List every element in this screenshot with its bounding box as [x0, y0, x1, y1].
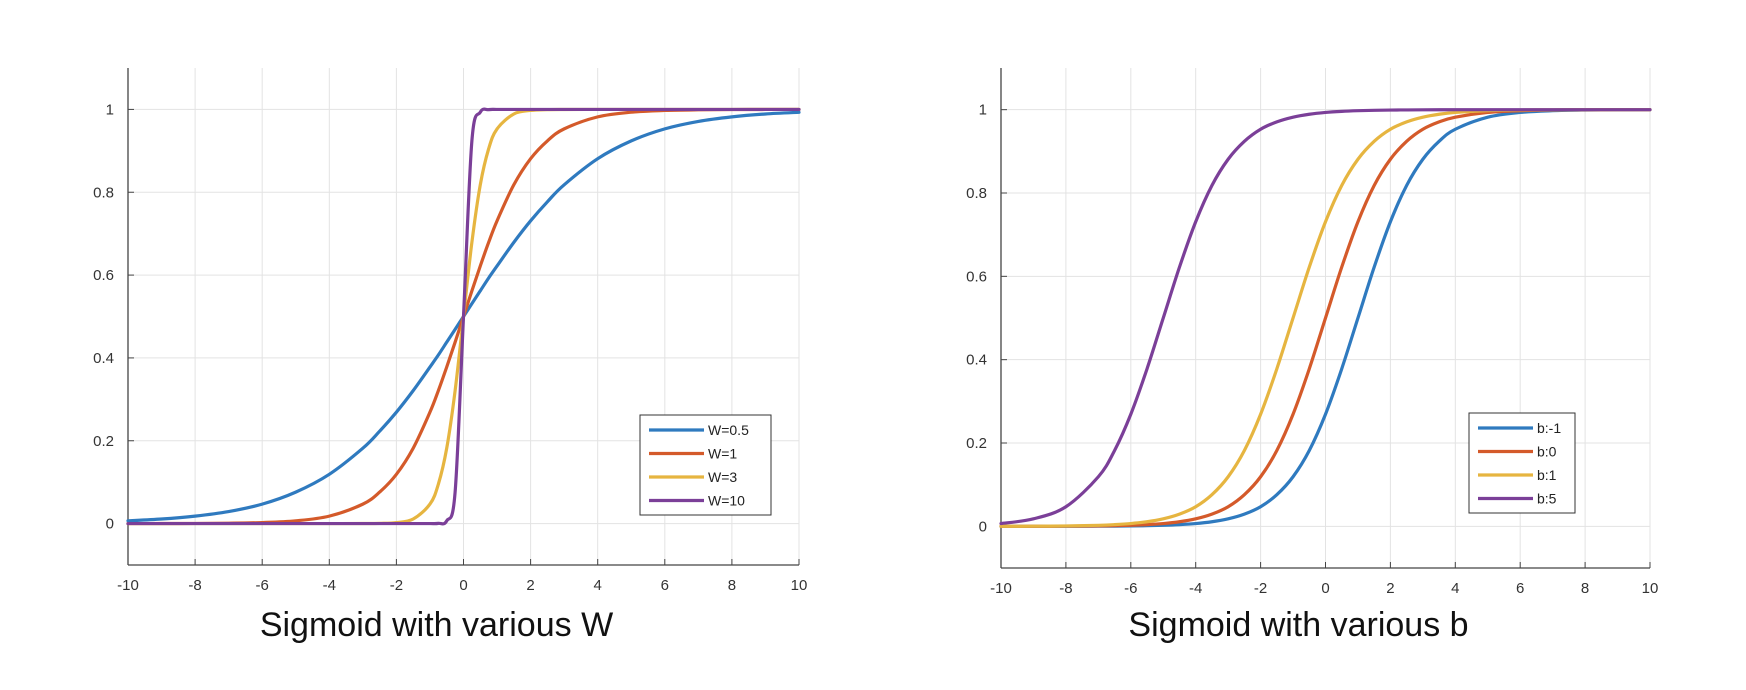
- y-tick-label: 0.8: [93, 184, 114, 201]
- x-tick-label: -6: [1124, 580, 1137, 597]
- y-tick-label: 0.6: [93, 267, 114, 284]
- y-tick-label: 0.6: [966, 268, 987, 285]
- legend-label: b:5: [1537, 491, 1557, 507]
- x-tick-label: -10: [990, 580, 1012, 597]
- legend-label: b:0: [1537, 444, 1557, 460]
- legend-box: [639, 414, 772, 516]
- y-tick-label: 0.2: [966, 435, 987, 452]
- x-tick-label: -6: [256, 577, 269, 594]
- x-tick-label: 8: [728, 577, 736, 594]
- y-tick-label: 0.2: [93, 433, 114, 450]
- legend-label: b:-1: [1537, 420, 1561, 436]
- x-tick-label: 6: [1516, 580, 1524, 597]
- y-tick-label: 0: [979, 518, 987, 535]
- x-tick-label: 0: [459, 577, 467, 594]
- legend-label: W=10: [708, 493, 745, 509]
- x-tick-label: 0: [1321, 580, 1329, 597]
- legend-label: b:1: [1537, 467, 1557, 483]
- y-tick-label: 0.4: [93, 350, 114, 367]
- series-line-b-0: [999, 108, 1652, 528]
- x-tick-label: -4: [323, 577, 336, 594]
- y-tick-label: 0.8: [966, 185, 987, 202]
- x-tick-label: -2: [1254, 580, 1267, 597]
- series-line-b-5: [999, 108, 1652, 526]
- x-tick-label: 10: [1642, 580, 1659, 597]
- y-tick-label: 0: [106, 516, 114, 533]
- x-tick-label: 6: [661, 577, 669, 594]
- x-tick-label: 4: [594, 577, 602, 594]
- y-tick-label: 1: [106, 101, 114, 118]
- x-tick-label: -8: [1059, 580, 1072, 597]
- x-tick-label: 2: [1386, 580, 1394, 597]
- x-tick-label: 8: [1581, 580, 1589, 597]
- legend-label: W=1: [708, 446, 737, 462]
- x-tick-label: 4: [1451, 580, 1459, 597]
- legend-label: W=3: [708, 469, 737, 485]
- chart-panel-w: -10 -8 -6 -4 -2 0 2 4 6 8 10 0 0.2 0.4 0.6 0.8 1 W=0.5 W=1…: [93, 68, 807, 644]
- chart-title: Sigmoid with various b: [1128, 606, 1468, 644]
- y-tick-label: 1: [979, 102, 987, 119]
- x-tick-label: -8: [188, 577, 201, 594]
- legend: W=0.5 W=1 W=3 W=10: [639, 414, 772, 516]
- x-tick-label: -10: [117, 577, 139, 594]
- legend-box: [1468, 412, 1576, 514]
- chart-panel-b: -10 -8 -6 -4 -2 0 2 4 6 8 1000.20.40.60.81b:-1b:0b…: [966, 68, 1658, 644]
- legend-label: W=0.5: [708, 422, 749, 438]
- chart-title: Sigmoid with various W: [260, 606, 613, 644]
- legend: b:-1 b:0 b:1 b:5: [1468, 412, 1576, 514]
- y-tick-label: 0.4: [966, 352, 987, 369]
- x-tick-label: -4: [1189, 580, 1202, 597]
- x-tick-label: 10: [791, 577, 808, 594]
- series-line-w-10: [126, 107, 801, 526]
- x-tick-label: -2: [390, 577, 403, 594]
- x-tick-label: 2: [526, 577, 534, 594]
